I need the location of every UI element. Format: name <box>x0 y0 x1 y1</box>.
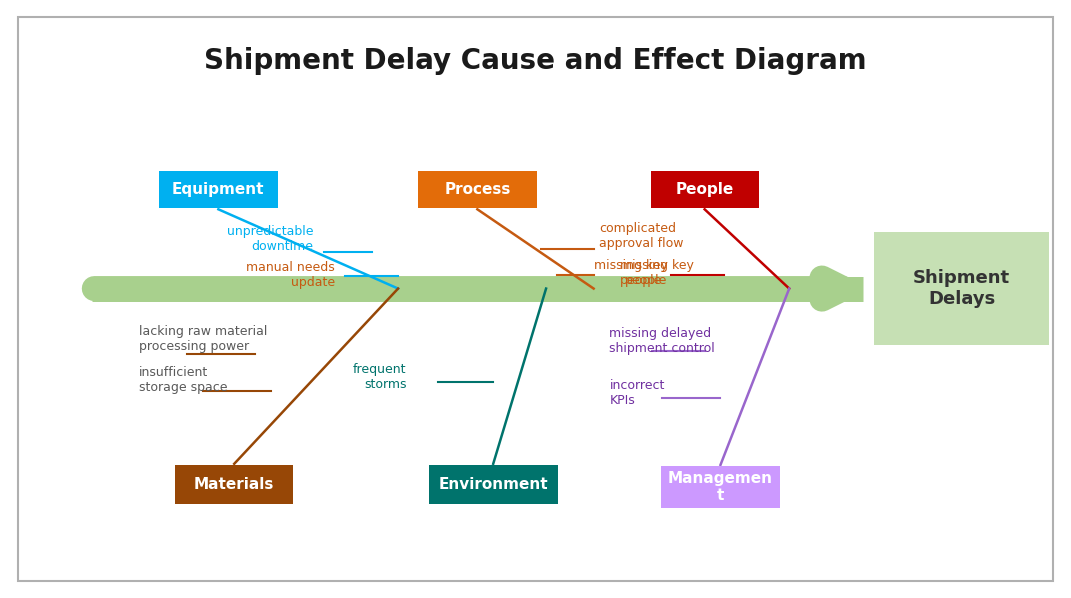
FancyBboxPatch shape <box>175 465 293 505</box>
FancyBboxPatch shape <box>428 465 558 505</box>
FancyBboxPatch shape <box>661 466 780 508</box>
Text: Shipment
Delays: Shipment Delays <box>912 269 1010 308</box>
Text: unpredictable
downtime: unpredictable downtime <box>227 224 314 252</box>
Text: Shipment Delay Cause and Effect Diagram: Shipment Delay Cause and Effect Diagram <box>205 47 866 75</box>
Text: frequent
storms: frequent storms <box>353 363 407 391</box>
Text: Materials: Materials <box>194 477 274 492</box>
Text: Managemen
t: Managemen t <box>668 471 773 503</box>
FancyBboxPatch shape <box>651 170 758 208</box>
Text: missing key
people: missing key people <box>593 259 667 287</box>
Text: incorrect
KPIs: incorrect KPIs <box>609 379 665 407</box>
Text: lacking raw material
processing power: lacking raw material processing power <box>139 325 268 353</box>
Text: missing delayed
shipment control: missing delayed shipment control <box>609 327 715 355</box>
Text: insufficient
storage space: insufficient storage space <box>139 367 227 394</box>
FancyBboxPatch shape <box>874 232 1050 345</box>
Text: People: People <box>676 182 734 197</box>
Text: Process: Process <box>444 182 511 197</box>
Text: Environment: Environment <box>438 477 548 492</box>
Text: complicated
approval flow: complicated approval flow <box>599 222 683 251</box>
Text: missing key
people: missing key people <box>620 259 694 287</box>
Text: Equipment: Equipment <box>172 182 265 197</box>
Text: manual needs
update: manual needs update <box>246 261 334 289</box>
FancyBboxPatch shape <box>160 170 277 208</box>
FancyBboxPatch shape <box>418 170 537 208</box>
